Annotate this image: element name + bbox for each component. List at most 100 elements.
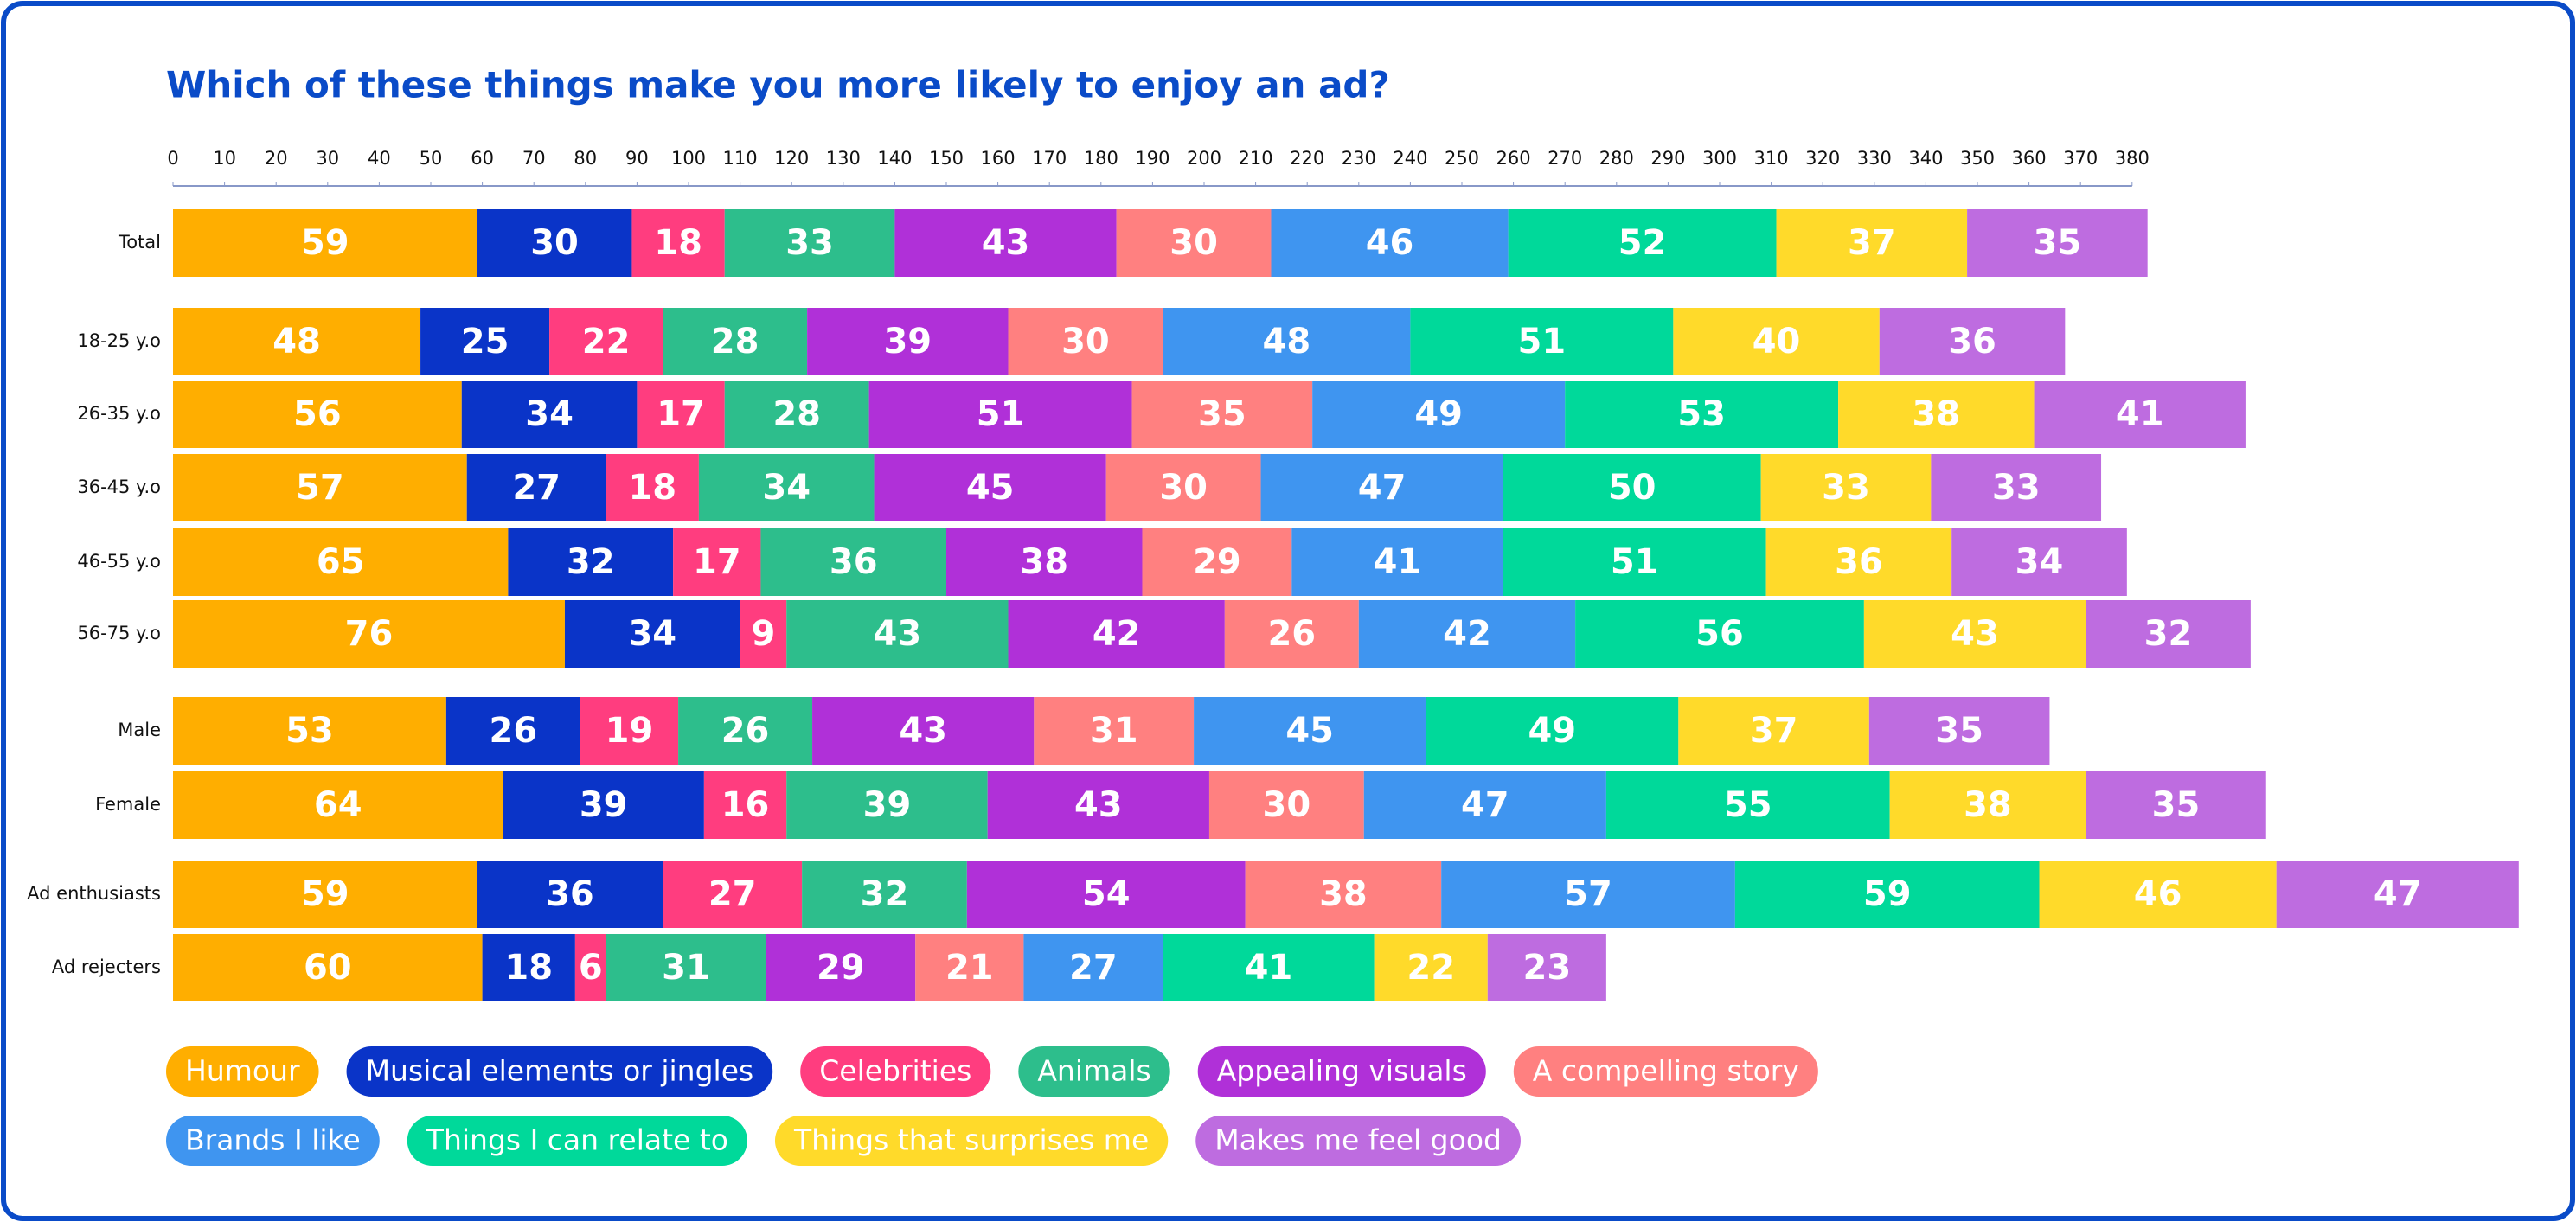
- bar-segment: [173, 697, 446, 765]
- x-tick-label: 130: [826, 148, 861, 169]
- value-label: 31: [662, 948, 710, 988]
- x-tick-label: 80: [574, 148, 597, 169]
- bar-segment: [1291, 528, 1503, 596]
- value-label: 42: [1443, 614, 1491, 654]
- chart-title: Which of these things make you more like…: [166, 64, 1390, 106]
- bar-segment: [637, 381, 725, 448]
- row-label: 56-75 y.o: [77, 623, 161, 643]
- value-label: 55: [1724, 785, 1772, 825]
- bar-segment: [173, 934, 483, 1001]
- x-tick-label: 230: [1342, 148, 1376, 169]
- bar-segment: [1889, 771, 2086, 839]
- x-tick-label: 220: [1290, 148, 1324, 169]
- bar-segment: [606, 454, 699, 521]
- x-tick-label: 270: [1548, 148, 1582, 169]
- value-label: 48: [272, 322, 321, 361]
- value-label: 52: [1618, 223, 1667, 263]
- x-tick-label: 260: [1496, 148, 1531, 169]
- value-label: 43: [899, 711, 947, 751]
- bar-segment: [1008, 308, 1163, 375]
- bar-segment: [760, 528, 946, 596]
- legend-label: A compelling story: [1533, 1054, 1799, 1088]
- x-tick-label: 210: [1239, 148, 1273, 169]
- legend-chip: [1195, 1116, 1521, 1166]
- x-tick-label: 340: [1908, 148, 1943, 169]
- value-label: 32: [567, 542, 615, 582]
- bar-segment: [1508, 209, 1777, 277]
- value-label: 49: [1414, 394, 1463, 434]
- value-label: 56: [1695, 614, 1744, 654]
- bar-segment: [549, 308, 663, 375]
- x-tick-label: 360: [2012, 148, 2047, 169]
- legend-item: Things that surprises me: [774, 1116, 1169, 1166]
- bar-segment: [2086, 771, 2266, 839]
- value-label: 51: [1611, 542, 1659, 582]
- value-label: 28: [772, 394, 821, 434]
- value-label: 17: [693, 542, 741, 582]
- legend-label: Things I can relate to: [426, 1123, 728, 1157]
- legend-item: Animals: [1018, 1046, 1170, 1097]
- bar-segment: [461, 381, 638, 448]
- value-label: 17: [657, 394, 705, 434]
- value-label: 41: [1374, 542, 1422, 582]
- value-label: 35: [2034, 223, 2082, 263]
- bar-segment: [1879, 308, 2066, 375]
- value-label: 38: [1964, 785, 2012, 825]
- bar-segment: [915, 934, 1024, 1001]
- bar-segment: [173, 381, 462, 448]
- value-label: 53: [285, 711, 334, 751]
- bar-segment: [508, 528, 674, 596]
- value-label: 28: [711, 322, 759, 361]
- value-label: 59: [301, 874, 349, 914]
- value-label: 34: [525, 394, 574, 434]
- legend-chip: [1018, 1046, 1170, 1097]
- bar-segment: [868, 381, 1132, 448]
- bar-segment: [477, 861, 663, 928]
- bar-segment: [1131, 381, 1313, 448]
- x-tick-label: 280: [1599, 148, 1634, 169]
- value-label: 43: [1074, 785, 1123, 825]
- value-label: 27: [512, 468, 561, 508]
- bar-segment: [1673, 308, 1880, 375]
- value-label: 32: [2144, 614, 2193, 654]
- bar-segment: [663, 861, 803, 928]
- value-label: 47: [1461, 785, 1509, 825]
- row-label: 46-55 y.o: [77, 551, 161, 572]
- value-label: 35: [2152, 785, 2201, 825]
- value-label: 21: [945, 948, 994, 988]
- x-tick-label: 120: [774, 148, 809, 169]
- legend-item: A compelling story: [1513, 1046, 1818, 1097]
- bar-segment: [698, 454, 875, 521]
- bar-segment: [1565, 381, 1839, 448]
- x-tick-label: 20: [265, 148, 288, 169]
- row-label: Total: [118, 232, 161, 253]
- bar-segment: [606, 934, 766, 1001]
- x-tick-label: 10: [213, 148, 236, 169]
- bar-segment: [1868, 697, 2050, 765]
- bar-segment: [1760, 454, 1932, 521]
- value-label: 64: [314, 785, 362, 825]
- bar-segment: [1260, 454, 1503, 521]
- value-label: 36: [830, 542, 878, 582]
- x-tick-label: 150: [929, 148, 964, 169]
- legend-chip: [166, 1116, 380, 1166]
- x-tick-label: 200: [1187, 148, 1221, 169]
- value-label: 30: [1061, 322, 1110, 361]
- legend-label: Makes me feel good: [1214, 1123, 1502, 1157]
- value-label: 18: [628, 468, 676, 508]
- value-label: 41: [2116, 394, 2164, 434]
- bar-segment: [2086, 600, 2251, 668]
- bar-segment: [740, 600, 787, 668]
- legend-item: Musical elements or jingles: [346, 1046, 773, 1097]
- value-label: 43: [1951, 614, 1999, 654]
- bar-segment: [1142, 528, 1292, 596]
- bar-segment: [1575, 600, 1864, 668]
- bar-segment: [173, 771, 503, 839]
- x-tick-label: 90: [625, 148, 649, 169]
- value-label: 26: [721, 711, 770, 751]
- x-tick-label: 60: [471, 148, 494, 169]
- legend-label: Appealing visuals: [1217, 1054, 1467, 1088]
- value-label: 29: [817, 948, 865, 988]
- value-label: 38: [1912, 394, 1960, 434]
- bar-segment: [420, 308, 550, 375]
